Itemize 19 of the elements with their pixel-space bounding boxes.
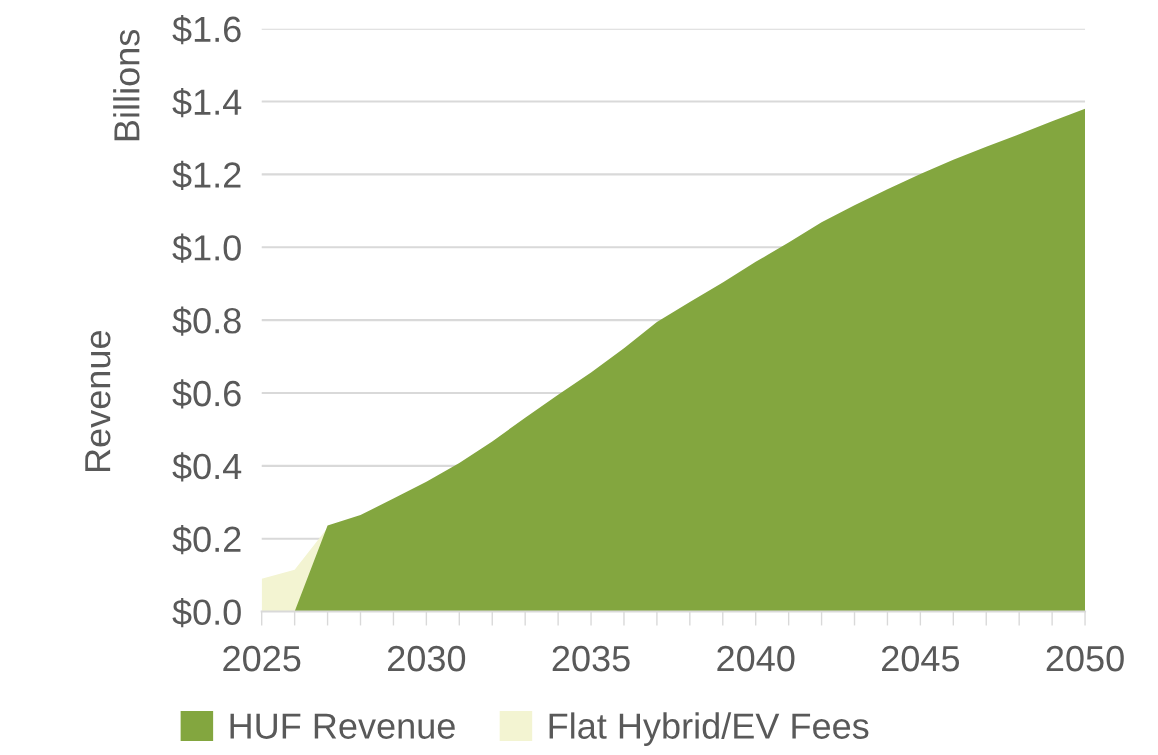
y-tick-label: $0.2 [172,525,241,555]
x-tick-label: 2030 [388,645,466,672]
x-tick-label: 2025 [223,645,301,672]
y-tick-label: $1.4 [172,87,242,118]
x-tick-label: 2045 [882,645,960,672]
x-tick-label: 2050 [1046,645,1124,672]
y-axis-title: Revenue [85,331,111,472]
legend-label: HUF Revenue [230,713,455,739]
y-tick-label: $0.6 [172,379,241,409]
y-tick-label: $1.6 [172,15,241,45]
y-tick-label: $0.0 [172,597,241,628]
x-tick-label: 2035 [552,645,630,672]
y-tick-label: $0.4 [172,452,242,482]
y-tick-label: $1.2 [172,160,241,190]
y-tick-label: $1.0 [172,233,241,263]
y-tick-label: $0.8 [172,306,241,336]
text: Billions [113,29,140,141]
legend-label: Flat Hybrid/EV Fees [549,712,869,747]
x-tick-label: 2040 [717,645,795,672]
